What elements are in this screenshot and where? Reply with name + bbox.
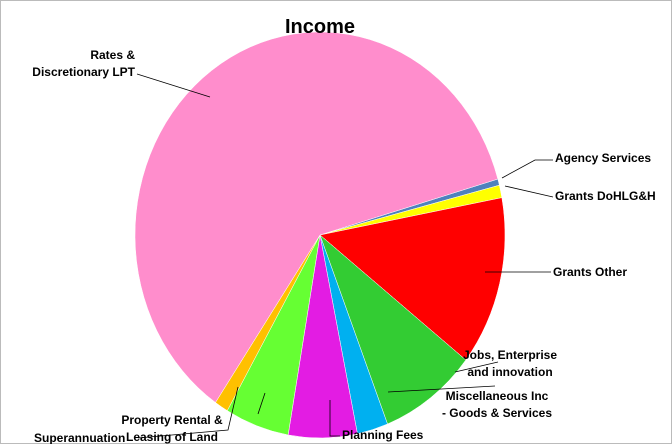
leader-line <box>137 386 239 439</box>
leader-line <box>387 385 496 393</box>
slice-label: Grants Other <box>553 265 628 279</box>
slice-label: Agency Services <box>555 151 652 165</box>
leader-line <box>136 73 211 98</box>
pie-slice <box>319 197 506 361</box>
leader-line <box>257 392 266 415</box>
leader-line <box>329 400 340 437</box>
slice-label: Miscellaneous Inc - Goods & Services <box>441 389 553 420</box>
leader-line <box>501 159 553 179</box>
chart-title: Income <box>284 16 356 38</box>
slice-label: Jobs, Enterprise and innovation <box>462 348 558 379</box>
pie-slice <box>134 31 499 403</box>
leader-line <box>504 185 554 198</box>
slice-label: Grants DoHLG&H <box>555 189 656 203</box>
slice-label: Superannuation <box>34 431 126 444</box>
pie-slice <box>319 234 467 425</box>
slice-label: Property Rental & Leasing of Land <box>121 413 223 444</box>
leader-line <box>454 361 499 373</box>
slice-label: Planning Fees <box>342 428 424 442</box>
slice-label: Rates & Discretionary LPT <box>32 48 135 79</box>
